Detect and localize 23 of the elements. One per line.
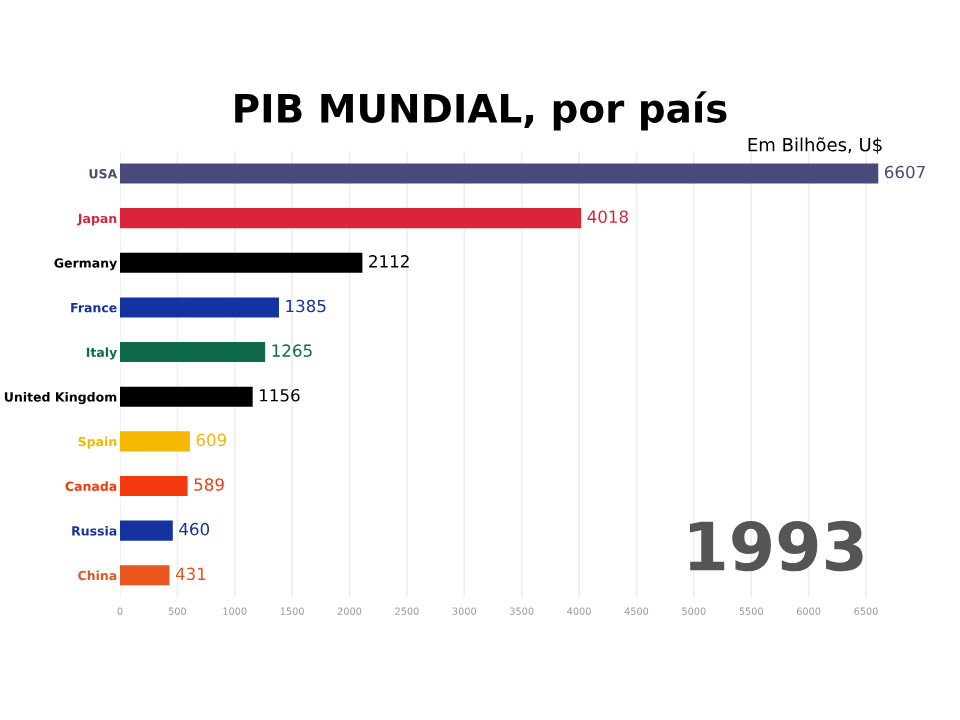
data-label: 1385 (286, 299, 326, 313)
data-label: 1156 (260, 388, 300, 402)
chart-title: PIB MUNDIAL, por país (235, 91, 727, 131)
data-label: 2112 (369, 255, 409, 268)
annotation: 1993 (689, 520, 863, 572)
bar (120, 297, 279, 318)
bar (120, 565, 170, 586)
bar (120, 342, 266, 363)
data-label: 4018 (587, 210, 628, 223)
bar (120, 475, 188, 497)
data-label: 6607 (884, 165, 925, 179)
chart-subtitle: Em Bilhões, U$ (748, 137, 882, 154)
bar (120, 520, 173, 541)
data-label: 589 (194, 478, 224, 491)
data-label: 460 (179, 522, 210, 536)
data-label: 431 (175, 567, 206, 581)
bar (120, 163, 879, 184)
bar (120, 386, 253, 407)
bar (120, 208, 582, 229)
bar (120, 431, 190, 452)
data-label: 609 (196, 433, 227, 447)
bar (120, 252, 363, 273)
data-label: 1265 (272, 344, 312, 357)
